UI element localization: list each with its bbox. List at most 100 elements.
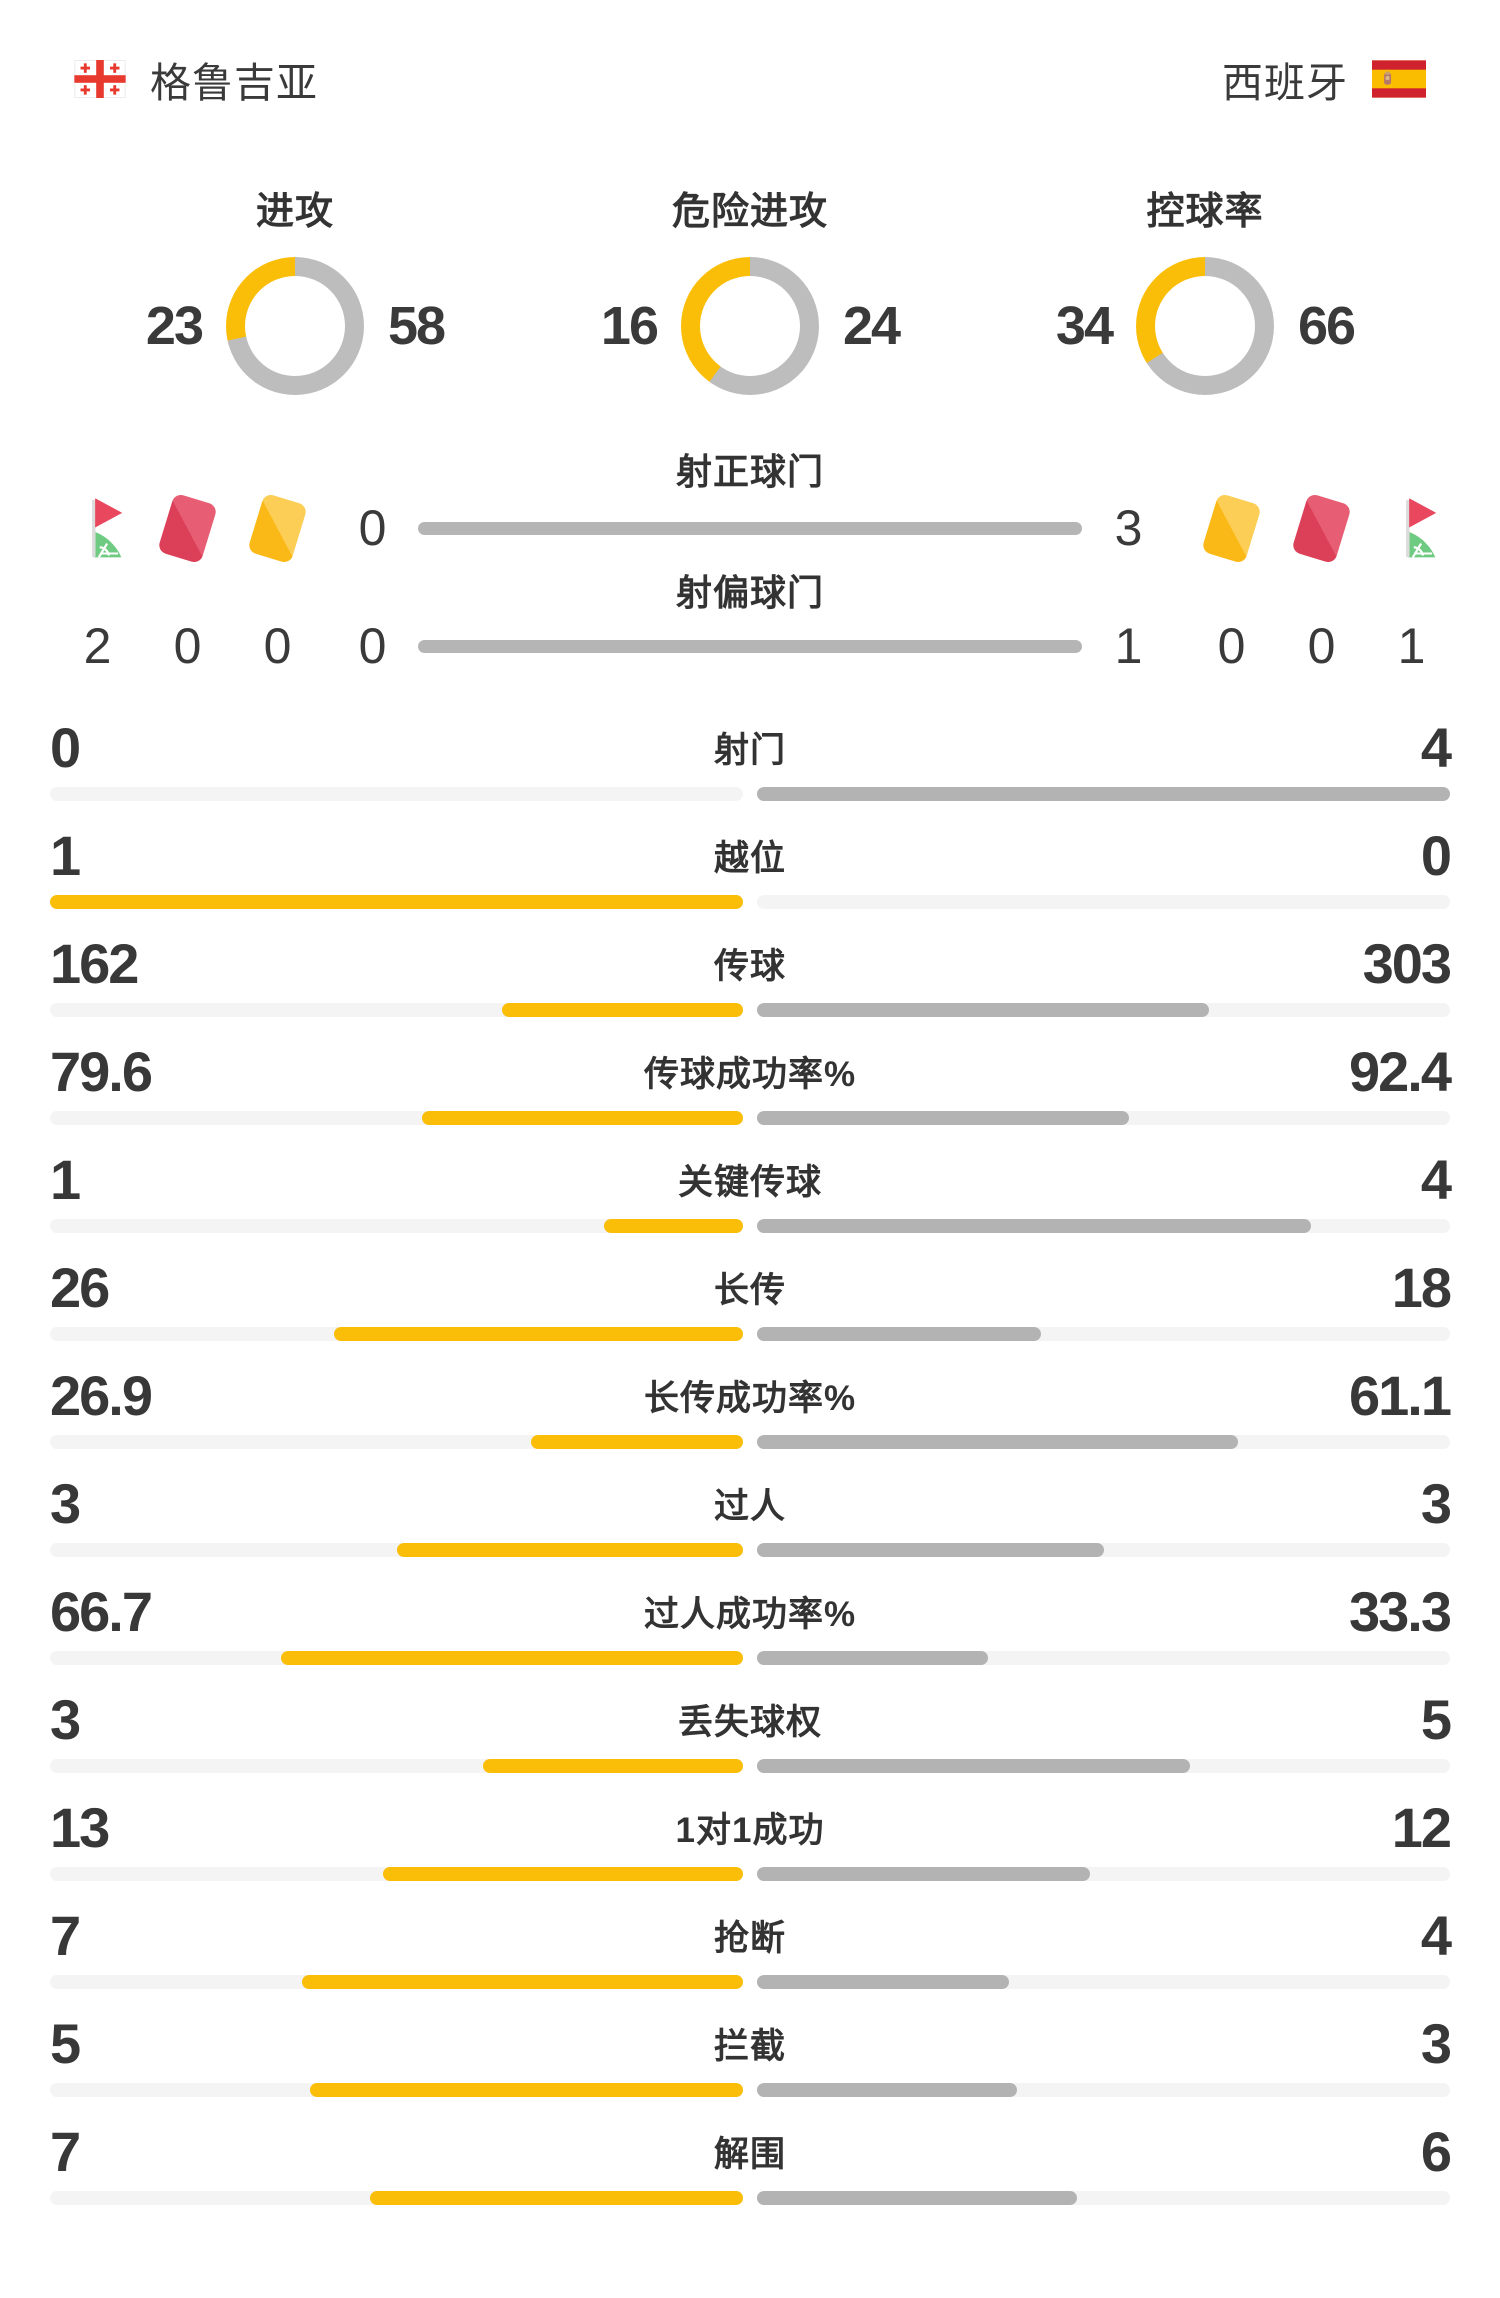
home-bar-fill xyxy=(369,2191,743,2205)
away-bar-fill xyxy=(757,1867,1090,1881)
home-bar-track xyxy=(50,1327,743,1341)
stat-home-value: 13 xyxy=(50,1795,110,1859)
home-bar-fill xyxy=(309,2083,743,2097)
home-team[interactable]: 格鲁吉亚 xyxy=(74,49,318,109)
home-bar-track xyxy=(50,895,743,909)
stat-label: 丢失球权 xyxy=(677,1702,823,1742)
stat-row: 13 1对1成功 12 xyxy=(50,1795,1452,1881)
yellow-card-icon-cell xyxy=(1200,492,1262,564)
shots-on-target-bar xyxy=(418,521,1082,535)
away-bar-fill xyxy=(757,1543,1104,1557)
stat-home-value: 66.7 xyxy=(50,1579,153,1643)
stat-home-value: 5 xyxy=(50,2011,81,2075)
stat-row: 66.7 过人成功率% 33.3 xyxy=(50,1579,1452,1665)
stat-away-value: 6 xyxy=(1420,2119,1452,2183)
stat-away-value: 3 xyxy=(1420,1471,1452,1535)
stat-row: 26.9 长传成功率% 61.1 xyxy=(50,1363,1452,1449)
stat-row: 7 解围 6 xyxy=(50,2119,1452,2205)
donut-title: 控球率 xyxy=(1146,191,1264,233)
stat-label: 传球成功率% xyxy=(643,1054,857,1094)
away-bar-track xyxy=(757,787,1450,801)
home-bar-track xyxy=(50,1435,743,1449)
match-stats-section: 0 射门 4 1 越位 0 162 xyxy=(0,715,1500,2205)
away-bar-fill xyxy=(757,1327,1041,1341)
stat-label: 1对1成功 xyxy=(675,1810,825,1850)
stat-label: 传球 xyxy=(713,946,787,986)
stat-home-value: 0 xyxy=(50,715,81,779)
away-bar-track xyxy=(757,895,1450,909)
stat-bars xyxy=(50,787,1450,801)
stat-row: 162 传球 303 xyxy=(50,931,1452,1017)
stat-bars xyxy=(50,895,1450,909)
away-bar-track xyxy=(757,1975,1450,1989)
stat-label: 解围 xyxy=(713,2134,787,2174)
home-bar-fill xyxy=(422,1111,743,1125)
donut-group: 进攻 23 58 xyxy=(128,180,462,395)
home-corners-value: 2 xyxy=(83,618,112,674)
stat-row: 26 长传 18 xyxy=(50,1255,1452,1341)
corner-flag-icon xyxy=(92,498,123,558)
stat-bars xyxy=(50,1759,1450,1773)
shots-off-target-label: 射偏球门 xyxy=(675,572,824,613)
home-red-cards-value: 0 xyxy=(173,618,202,674)
shots-off-target-away-value: 1 xyxy=(1114,618,1143,674)
home-bar-track xyxy=(50,1759,743,1773)
stat-label: 过人成功率% xyxy=(643,1594,857,1634)
stat-home-value: 3 xyxy=(50,1471,81,1535)
stat-bars xyxy=(50,1327,1450,1341)
shots-on-target-away-value: 3 xyxy=(1114,500,1143,556)
stat-label: 射门 xyxy=(713,730,787,770)
stat-label: 长传 xyxy=(713,1270,787,1310)
stat-row: 1 越位 0 xyxy=(50,824,1452,909)
away-bar-fill xyxy=(757,1975,1009,1989)
home-cards-corners-values: 2 0 0 xyxy=(0,615,340,677)
away-bar-fill xyxy=(757,787,1450,801)
home-bar-fill xyxy=(382,1867,743,1881)
away-cards-corners-icons xyxy=(1160,491,1500,565)
away-bar-track xyxy=(757,1867,1450,1881)
away-bar-fill xyxy=(757,1219,1312,1233)
away-bar-fill xyxy=(757,1003,1209,1017)
donut-group: 危险进攻 16 24 xyxy=(583,180,917,395)
spain-flag xyxy=(1372,60,1426,98)
stat-away-value: 4 xyxy=(1420,1147,1452,1211)
stat-label: 越位 xyxy=(713,838,787,878)
donut-group: 控球率 34 66 xyxy=(1038,180,1372,395)
stat-label: 长传成功率% xyxy=(643,1378,857,1418)
stat-bars xyxy=(50,1975,1450,1989)
home-bar-track xyxy=(50,1111,743,1125)
stat-away-value: 303 xyxy=(1362,931,1452,995)
away-bar-track xyxy=(757,1759,1450,1773)
home-bar-fill xyxy=(280,1651,743,1665)
stat-label: 过人 xyxy=(713,1486,787,1526)
home-bar-track xyxy=(50,1651,743,1665)
home-bar-track xyxy=(50,1975,743,1989)
stat-bars xyxy=(50,1003,1450,1017)
home-team-name: 格鲁吉亚 xyxy=(150,60,318,106)
stat-bars xyxy=(50,1111,1450,1125)
shots-and-cards-section: 射正球门 0 3 射偏球门 2 0 0 0 xyxy=(0,447,1500,677)
away-bar-track xyxy=(757,1327,1450,1341)
stat-bars xyxy=(50,1435,1450,1449)
donut-chart xyxy=(226,257,364,395)
donut-chart xyxy=(681,257,819,395)
stat-away-value: 18 xyxy=(1391,1255,1452,1319)
yellow-card-icon xyxy=(246,492,308,564)
away-team[interactable]: 西班牙 xyxy=(1222,49,1426,109)
yellow-card-icon-cell xyxy=(246,492,308,564)
red-card-icon-cell xyxy=(156,492,218,564)
match-header: 格鲁吉亚 西班牙 xyxy=(0,54,1500,106)
donut-title: 危险进攻 xyxy=(671,191,828,233)
stat-home-value: 26.9 xyxy=(50,1363,153,1427)
away-bar-fill xyxy=(757,1435,1239,1449)
home-bar-track xyxy=(50,1219,743,1233)
home-bar-fill xyxy=(501,1003,743,1017)
red-card-icon xyxy=(1290,492,1352,564)
stat-bars xyxy=(50,1219,1450,1233)
stat-away-value: 12 xyxy=(1391,1795,1452,1859)
stat-home-value: 79.6 xyxy=(50,1039,153,1103)
stat-away-value: 92.4 xyxy=(1349,1039,1452,1103)
stat-home-value: 3 xyxy=(50,1687,81,1751)
stat-bars xyxy=(50,1867,1450,1881)
stat-row: 3 过人 3 xyxy=(50,1471,1452,1557)
